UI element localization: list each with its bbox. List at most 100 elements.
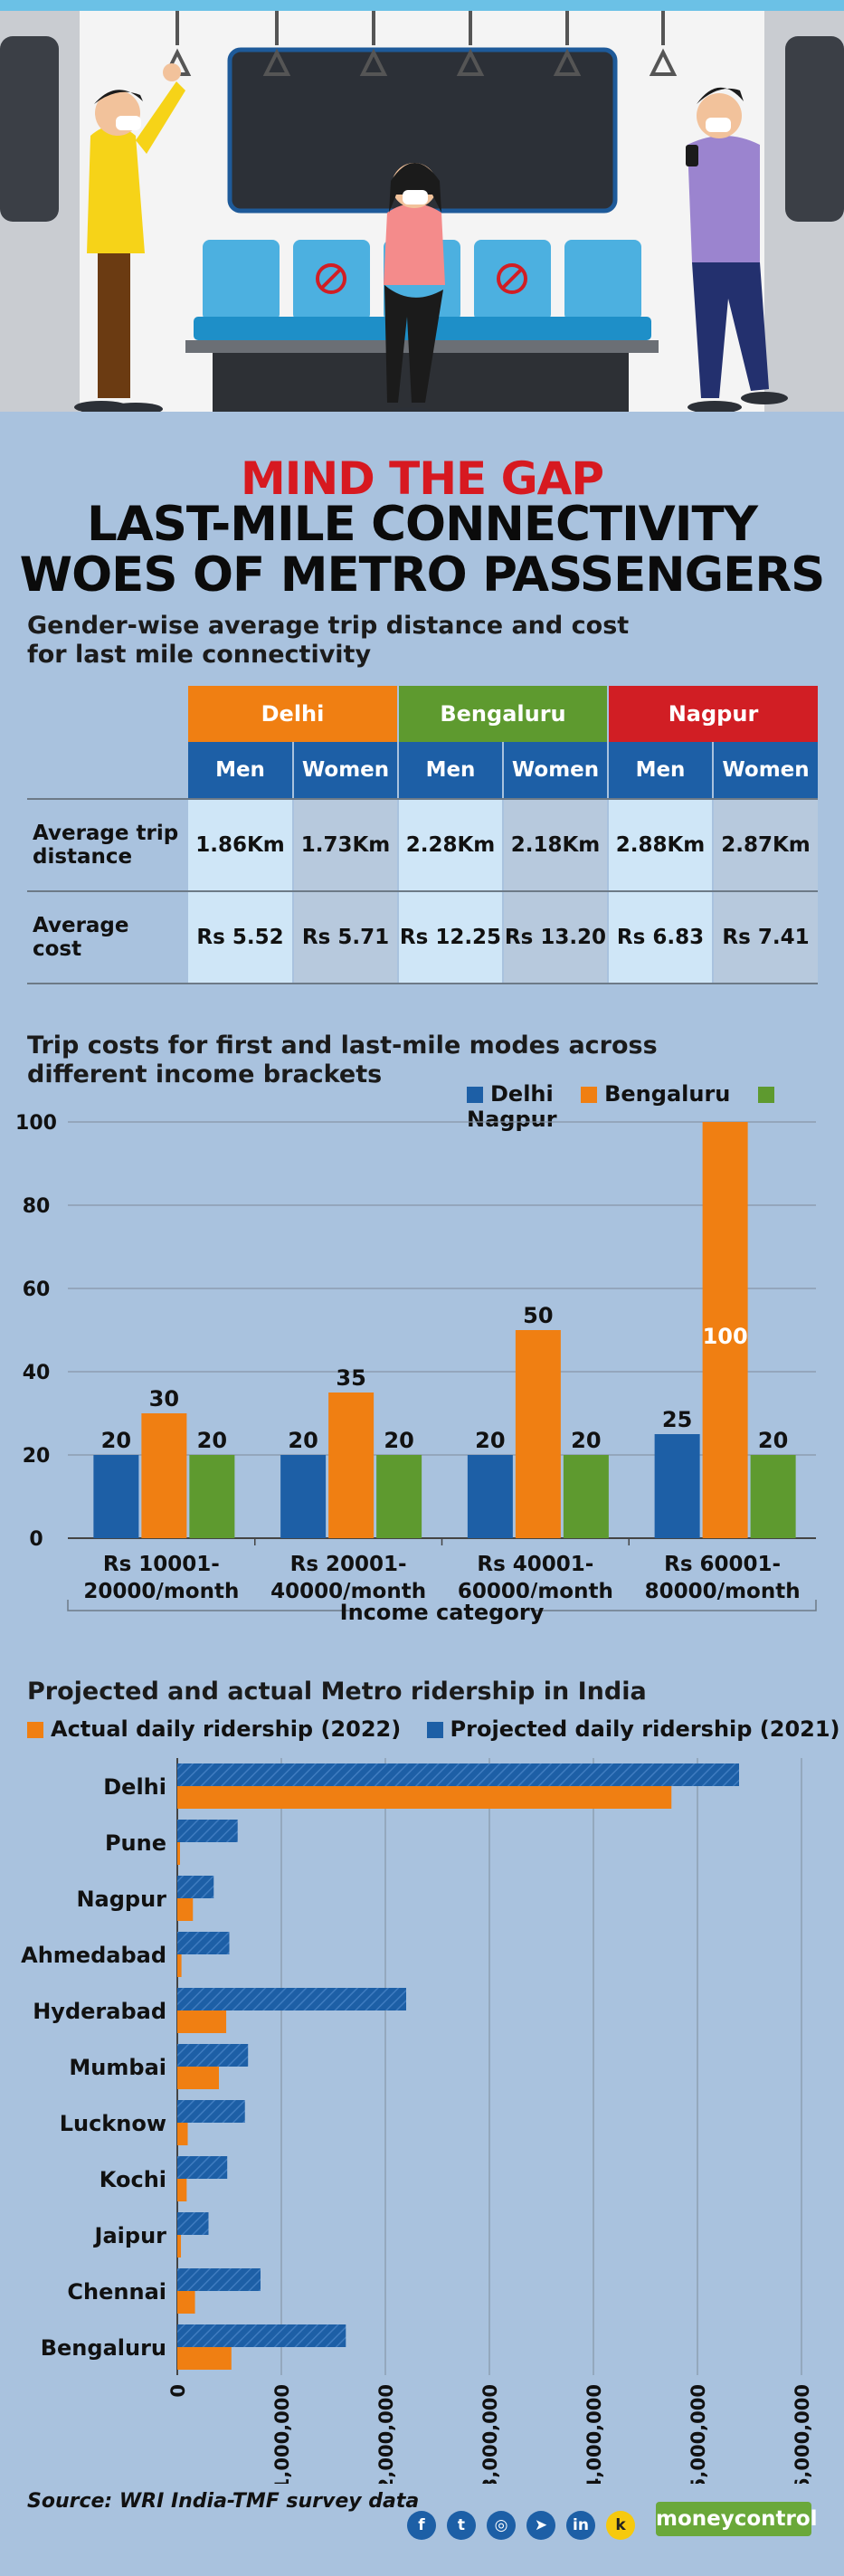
moneycontrol-logo: moneycontrol [656, 2502, 818, 2536]
table-cell: Rs 5.71 [292, 891, 398, 984]
bar-delhi [654, 1434, 700, 1538]
x-tick-label: Rs 40001- [477, 1553, 593, 1576]
legend-swatch [757, 1087, 774, 1103]
bar-actual [177, 1954, 182, 1977]
table-cell: Rs 12.25 [397, 891, 503, 984]
bar-actual [177, 2123, 188, 2145]
data-label: 25 [662, 1407, 692, 1432]
bar-actual [177, 2347, 232, 2370]
table-cell: Rs 13.20 [502, 891, 608, 984]
data-label: 20 [101, 1428, 131, 1453]
x-axis-label: Income category [340, 1600, 545, 1625]
data-label: 100 [703, 1324, 748, 1349]
x-tick-label: 80000/month [645, 1580, 801, 1603]
row-label-cost: Average cost [27, 891, 188, 984]
x-tick-label: 2,000,000 [375, 2384, 397, 2484]
category-label: Ahmedabad [21, 1943, 166, 1968]
legend-swatch [426, 1722, 443, 1738]
subheader-women: Women [502, 742, 608, 800]
metro-ridership-chart: 0 1,000,000 2,000,000 3,000,000 4,000,000 5,0… [21, 1758, 813, 2484]
telegram-icon[interactable]: ➤ [526, 2511, 555, 2540]
bar-delhi [467, 1455, 513, 1538]
bar-actual [177, 2067, 219, 2089]
bar-projected [177, 1932, 230, 1954]
x-tick-label: 6,000,000 [792, 2384, 813, 2484]
bar-projected [177, 2324, 346, 2347]
bar-nagpur [189, 1455, 235, 1538]
bar-actual [177, 1842, 180, 1865]
data-label: 30 [149, 1386, 179, 1412]
city-header-nagpur: Nagpur [607, 686, 818, 742]
income-trip-cost-chart: 0 20 40 60 80 100 20 30 20 Rs 10001- 20000/month 20… [15, 1112, 817, 1625]
table-cell: Rs 5.52 [188, 891, 293, 984]
bar-projected [177, 2100, 245, 2123]
data-label: 35 [336, 1365, 365, 1391]
legend-item-bengaluru: Bengaluru [581, 1081, 730, 1107]
data-label: 20 [288, 1428, 318, 1453]
linkedin-icon[interactable]: in [566, 2511, 595, 2540]
legend-label: Projected daily ridership (2021) [450, 1716, 840, 1742]
legend-label: Actual daily ridership (2022) [51, 1716, 402, 1742]
row-label-line: Average [33, 914, 129, 937]
data-label: 20 [384, 1428, 413, 1453]
table-corner-2 [27, 742, 188, 800]
data-label: 20 [197, 1428, 227, 1453]
table-corner [27, 686, 188, 742]
data-label: 20 [758, 1428, 788, 1453]
category-label: Jaipur [93, 2223, 167, 2248]
subheader-women: Women [292, 742, 398, 800]
subheader-women: Women [712, 742, 818, 800]
x-label-bg [351, 1598, 533, 1625]
bar-actual [177, 2235, 182, 2258]
x-tick-label: Rs 20001- [290, 1553, 407, 1576]
x-tick-label: 4,000,000 [583, 2384, 605, 2484]
bar-delhi [280, 1455, 327, 1538]
legend-swatch [467, 1087, 483, 1103]
table-cell: 1.73Km [292, 799, 398, 892]
y-tick-label: 100 [15, 1112, 57, 1135]
bar-projected [177, 2044, 249, 2067]
x-tick-label: 0 [167, 2384, 189, 2398]
category-label: Pune [105, 1830, 166, 1856]
table-cell: 2.28Km [397, 799, 503, 892]
legend-label: Bengaluru [604, 1081, 731, 1107]
headline-line-2: LAST-MILE CONNECTIVITY [86, 497, 758, 552]
bar-actual [177, 2179, 187, 2201]
x-tick-label: 1,000,000 [271, 2384, 293, 2484]
category-label: Delhi [103, 1774, 166, 1800]
instagram-icon[interactable]: ◎ [487, 2511, 516, 2540]
x-tick-label: Rs 60001- [664, 1553, 781, 1576]
koo-icon[interactable]: k [606, 2511, 635, 2540]
data-label: 20 [571, 1428, 601, 1453]
category-label: Nagpur [76, 1887, 166, 1912]
bar-projected [177, 1876, 214, 1898]
metro-illustration [0, 0, 844, 412]
facebook-icon[interactable]: f [407, 2511, 436, 2540]
x-tick-label: 5,000,000 [688, 2384, 709, 2484]
legend-swatch [581, 1087, 598, 1103]
y-tick-label: 40 [23, 1362, 51, 1384]
row-label-line: cost [33, 937, 82, 961]
category-label: Mumbai [69, 2055, 166, 2080]
table-cell: Rs 7.41 [712, 891, 818, 984]
table-title-line-1: Gender-wise average trip distance and co… [27, 612, 630, 640]
twitter-icon[interactable]: t [447, 2511, 476, 2540]
legend-item-delhi: Delhi [467, 1081, 554, 1107]
bar-projected [177, 2268, 261, 2291]
x-tick-label: Rs 10001- [103, 1553, 220, 1576]
table-title-line-2: for last mile connectivity [27, 641, 372, 669]
x-tick-label: 3,000,000 [479, 2384, 501, 2484]
bar-actual [177, 2291, 195, 2314]
category-label: Lucknow [60, 2111, 166, 2136]
headline-line-3: WOES OF METRO PASSENGERS [19, 547, 826, 603]
legend-label: Nagpur [467, 1107, 557, 1132]
legend-label: Delhi [490, 1081, 554, 1107]
table-title: Gender-wise average trip distance and co… [27, 612, 629, 670]
y-tick-label: 60 [23, 1278, 51, 1301]
table-cell: 1.86Km [188, 799, 293, 892]
data-label: 50 [523, 1303, 553, 1328]
subheader-men: Men [397, 742, 503, 800]
x-tick-label: 20000/month [83, 1580, 239, 1603]
bar-projected [177, 2156, 228, 2179]
bar-delhi [93, 1455, 139, 1538]
